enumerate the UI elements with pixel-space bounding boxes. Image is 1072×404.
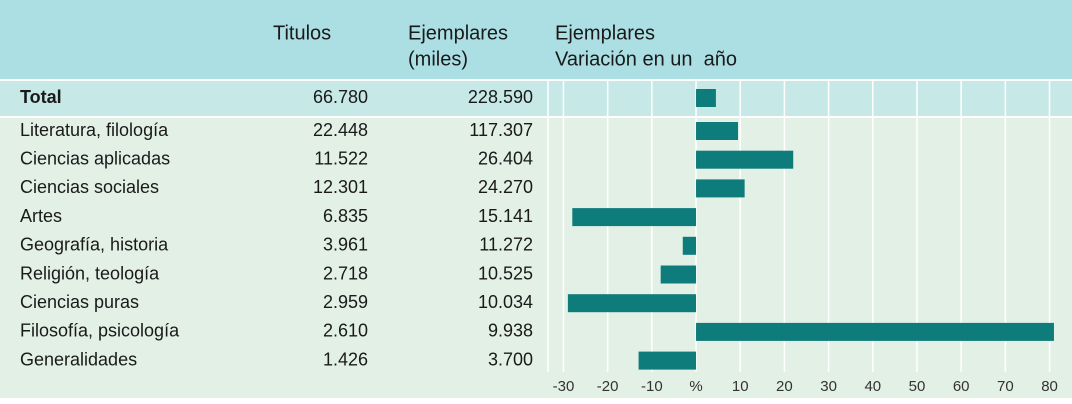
titulos-cell: 66.780 [313, 87, 368, 107]
x-tick-label: 40 [864, 378, 881, 395]
ejemplares-cell: 24.270 [478, 177, 533, 197]
header-variacion: Ejemplares [555, 22, 655, 44]
titulos-cell: 2.718 [323, 263, 368, 283]
x-tick-label: 30 [820, 378, 837, 395]
row-label: Religión, teología [20, 263, 160, 283]
titulos-cell: 11.522 [314, 148, 368, 168]
titulos-cell: 3.961 [323, 235, 368, 255]
bar [567, 294, 697, 313]
bar [696, 122, 739, 140]
titulos-cell: 2.959 [323, 292, 368, 312]
ejemplares-cell: 10.034 [478, 292, 533, 312]
titulos-cell: 22.448 [313, 120, 368, 140]
total-band [0, 81, 1072, 116]
ejemplares-cell: 11.272 [479, 235, 533, 255]
x-tick-label: 20 [776, 378, 793, 395]
row-label: Ciencias aplicadas [20, 148, 170, 168]
bar [696, 89, 716, 107]
titulos-cell: 2.610 [323, 321, 368, 341]
row-label: Ciencias puras [20, 292, 139, 312]
body-band [0, 118, 1072, 398]
x-tick-label: 70 [997, 378, 1014, 395]
ejemplares-cell: 9.938 [488, 321, 533, 341]
x-tick-label: % [689, 378, 702, 395]
ejemplares-cell: 228.590 [468, 87, 533, 107]
header-ejemplares: Ejemplares [408, 22, 508, 44]
row-label: Artes [20, 206, 62, 226]
ejemplares-cell: 15.141 [478, 206, 533, 226]
titulos-cell: 6.835 [323, 206, 368, 226]
x-tick-label: -20 [597, 378, 619, 395]
x-tick-label: -10 [641, 378, 663, 395]
ejemplares-cell: 3.700 [488, 349, 533, 369]
x-tick-label: 60 [953, 378, 970, 395]
row-label: Literatura, filología [20, 120, 169, 140]
x-tick-label: 50 [909, 378, 926, 395]
row-label: Total [20, 87, 62, 107]
bar [696, 150, 794, 169]
bar [696, 179, 745, 198]
bar [660, 265, 697, 284]
titulos-cell: 1.426 [323, 349, 368, 369]
row-label: Generalidades [20, 349, 137, 369]
header-ejemplares-unit: (miles) [408, 48, 468, 70]
bar [682, 236, 697, 255]
x-tick-label: -30 [553, 378, 575, 395]
ejemplares-cell: 117.307 [469, 120, 533, 140]
x-tick-label: 10 [732, 378, 749, 395]
x-tick-label: 80 [1041, 378, 1058, 395]
bar [638, 351, 697, 370]
bar [572, 208, 697, 227]
ejemplares-cell: 10.525 [478, 263, 533, 283]
row-label: Ciencias sociales [20, 177, 159, 197]
bar [696, 322, 1054, 341]
row-label: Filosofía, psicología [20, 321, 180, 341]
header-band [0, 0, 1072, 79]
header-titulos: Titulos [273, 22, 331, 44]
row-label: Geografía, historia [20, 235, 169, 255]
header-variacion-sub: Variación en un año [555, 48, 737, 70]
ejemplares-cell: 26.404 [478, 148, 533, 168]
titulos-cell: 12.301 [313, 177, 368, 197]
